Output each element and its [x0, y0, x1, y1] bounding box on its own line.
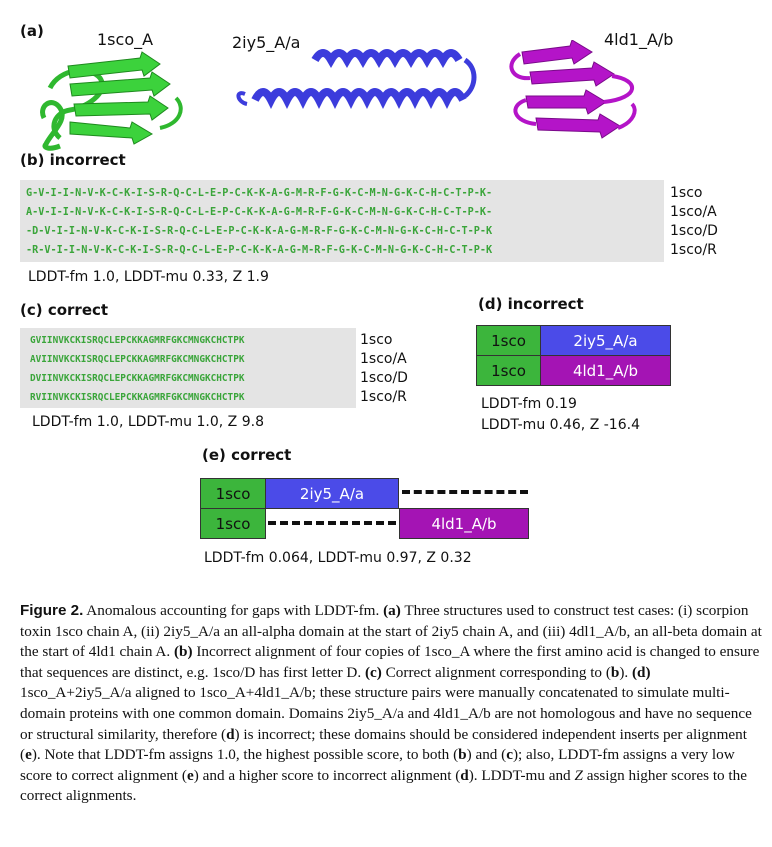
- panel-b-label: (b) incorrect: [20, 151, 126, 169]
- caption-text: ); also, LDDT-fm assigns a very low scor…: [20, 746, 735, 784]
- figure-caption: Figure 2. Anomalous accounting for gaps …: [20, 601, 762, 807]
- panel-b-alignment-box: [20, 180, 664, 262]
- caption-text: ). LDDT-mu and: [468, 766, 575, 784]
- panel-d-row2-1sco: 1sco: [476, 355, 541, 386]
- caption-ref: (c): [365, 663, 382, 681]
- panel-d-score-line2: LDDT-mu 0.46, Z -16.4: [481, 417, 640, 433]
- sequence-row: RVIINVKCKISRQCLEPCKKAGMRFGKCMNGKCHCTPK: [30, 392, 245, 403]
- figure-label: Figure 2.: [20, 602, 84, 619]
- caption-text: assign higher scores to the correct alig…: [20, 766, 747, 805]
- caption-text: ). Note that LDDT-fm assigns 1.0, the hi…: [31, 746, 459, 764]
- structure-name-2iy5: 2iy5_A/a: [232, 33, 301, 52]
- caption-ref: c: [506, 746, 513, 764]
- sequence-name: 1sco/R: [360, 389, 407, 405]
- structure-4ld1-ribbon: [509, 40, 637, 139]
- sequence-name: 1sco/A: [360, 351, 407, 367]
- structure-2iy5-ribbon: [236, 49, 477, 109]
- sequence-row: AVIINVKCKISRQCLEPCKKAGMRFGKCMNGKCHCTPK: [30, 354, 245, 365]
- sequence-name: 1sco/D: [360, 370, 408, 386]
- panel-e-row2-1sco: 1sco: [200, 508, 266, 539]
- caption-text: Anomalous accounting for gaps with LDDT-…: [83, 602, 384, 619]
- panel-d-score-line1: LDDT-fm 0.19: [481, 396, 577, 412]
- caption-text: ) is incorrect; these domains should be …: [20, 725, 747, 764]
- sequence-name: 1sco/A: [670, 204, 717, 220]
- sequence-row: -D-V-I-I-N-V-K-C-K-I-S-R-Q-C-L-E-P-C-K-K…: [26, 226, 493, 237]
- sequence-row: DVIINVKCKISRQCLEPCKKAGMRFGKCMNGKCHCTPK: [30, 373, 245, 384]
- caption-ref: (d): [631, 663, 651, 681]
- sequence-row: GVIINVKCKISRQCLEPCKKAGMRFGKCMNGKCHCTPK: [30, 335, 245, 346]
- panel-c-names: 1sco 1sco/A 1sco/D 1sco/R: [360, 331, 408, 407]
- caption-ref: (b): [173, 643, 193, 661]
- structure-name-4ld1: 4ld1_A/b: [604, 30, 674, 49]
- panel-c-score: LDDT-fm 1.0, LDDT-mu 1.0, Z 9.8: [32, 414, 264, 430]
- panel-a-label: (a): [20, 22, 44, 40]
- panel-d-row1-1sco: 1sco: [476, 325, 541, 356]
- sequence-row: A-V-I-I-N-V-K-C-K-I-S-R-Q-C-L-E-P-C-K-K-…: [26, 207, 493, 218]
- sequence-name: 1sco/D: [670, 223, 718, 239]
- caption-ref: d: [226, 725, 235, 743]
- caption-ref: e: [187, 766, 194, 784]
- panel-c-label: (c) correct: [20, 301, 109, 319]
- panel-b-score: LDDT-fm 1.0, LDDT-mu 0.33, Z 1.9: [28, 269, 269, 285]
- panel-c-alignment-box: [20, 328, 356, 408]
- panel-e-row2-gap: [268, 521, 396, 525]
- caption-ref: d: [460, 766, 469, 784]
- sequence-row: G-V-I-I-N-V-K-C-K-I-S-R-Q-C-L-E-P-C-K-K-…: [26, 188, 493, 199]
- caption-text: 1sco_A+2iy5_A/a aligned to 1sco_A+4ld1_A…: [20, 684, 752, 743]
- panel-e-score: LDDT-fm 0.064, LDDT-mu 0.97, Z 0.32: [204, 550, 472, 566]
- panel-e-row1-gap: [402, 490, 528, 494]
- caption-ref: b: [610, 663, 620, 681]
- structure-1sco-ribbon: [40, 51, 183, 151]
- panel-b-names: 1sco 1sco/A 1sco/D 1sco/R: [670, 184, 718, 260]
- caption-ref: e: [25, 746, 32, 764]
- caption-text: ) and a higher score to incorrect alignm…: [193, 766, 461, 784]
- panel-e-row1-1sco: 1sco: [200, 478, 266, 509]
- panel-e-label: (e) correct: [202, 446, 292, 464]
- panel-e-row1-2iy5: 2iy5_A/a: [265, 478, 399, 509]
- panel-c-sequences: GVIINVKCKISRQCLEPCKKAGMRFGKCMNGKCHCTPK A…: [30, 331, 244, 407]
- caption-ref: (a): [383, 602, 401, 619]
- caption-z: Z: [574, 766, 583, 784]
- panel-b-sequences: G-V-I-I-N-V-K-C-K-I-S-R-Q-C-L-E-P-C-K-K-…: [26, 184, 492, 260]
- sequence-name: 1sco: [360, 332, 393, 348]
- sequence-name: 1sco: [670, 185, 703, 201]
- panel-d-row1-2iy5: 2iy5_A/a: [540, 325, 671, 356]
- caption-text: Correct alignment corresponding to (: [381, 663, 611, 681]
- panel-d-label: (d) incorrect: [478, 295, 584, 313]
- sequence-row: -R-V-I-I-N-V-K-C-K-I-S-R-Q-C-L-E-P-C-K-K…: [26, 245, 493, 256]
- panel-d-row2-4ld1: 4ld1_A/b: [540, 355, 671, 386]
- caption-text: Incorrect alignment of four copies of 1s…: [20, 643, 760, 681]
- caption-text: ).: [619, 663, 632, 681]
- sequence-name: 1sco/R: [670, 242, 717, 258]
- caption-text: ) and (: [466, 746, 507, 764]
- structure-name-1sco: 1sco_A: [97, 30, 154, 49]
- caption-text: Three structures used to construct test …: [20, 602, 762, 661]
- caption-ref: b: [458, 746, 467, 764]
- panel-e-row2-4ld1: 4ld1_A/b: [399, 508, 529, 539]
